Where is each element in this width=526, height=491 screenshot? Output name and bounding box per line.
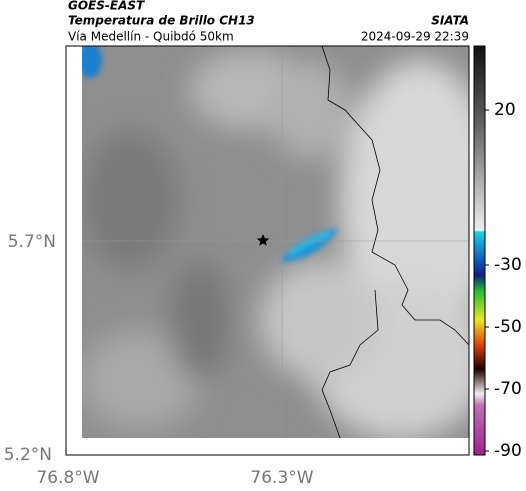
lon-label: 76.3°W — [250, 468, 313, 488]
colorbar-tick-label: -30 — [494, 255, 522, 275]
map-frame — [65, 45, 470, 456]
colorbar-tick-label: -90 — [494, 441, 522, 461]
satellite-image — [82, 46, 469, 438]
datetime: 2024-09-29 22:39 — [361, 30, 469, 44]
colorbar-tick-label: -70 — [494, 379, 522, 399]
source: SIATA — [431, 14, 469, 28]
lat-label: 5.7°N — [8, 232, 56, 252]
subtitle: Temperatura de Brillo CH13 — [68, 14, 255, 28]
location-marker — [256, 234, 270, 246]
lon-label: 76.8°W — [36, 468, 99, 488]
colorbar — [473, 45, 486, 456]
colorbar-tick-label: -50 — [494, 317, 522, 337]
title: GOES-EAST — [68, 0, 145, 13]
colorbar-tick-label: 20 — [494, 100, 516, 120]
lat-label: 5.2°N — [4, 445, 52, 465]
location: Vía Medellín - Quibdó 50km — [68, 30, 234, 44]
colorbar-ticks: 20 -30 -50 -70 -90 — [485, 100, 522, 461]
